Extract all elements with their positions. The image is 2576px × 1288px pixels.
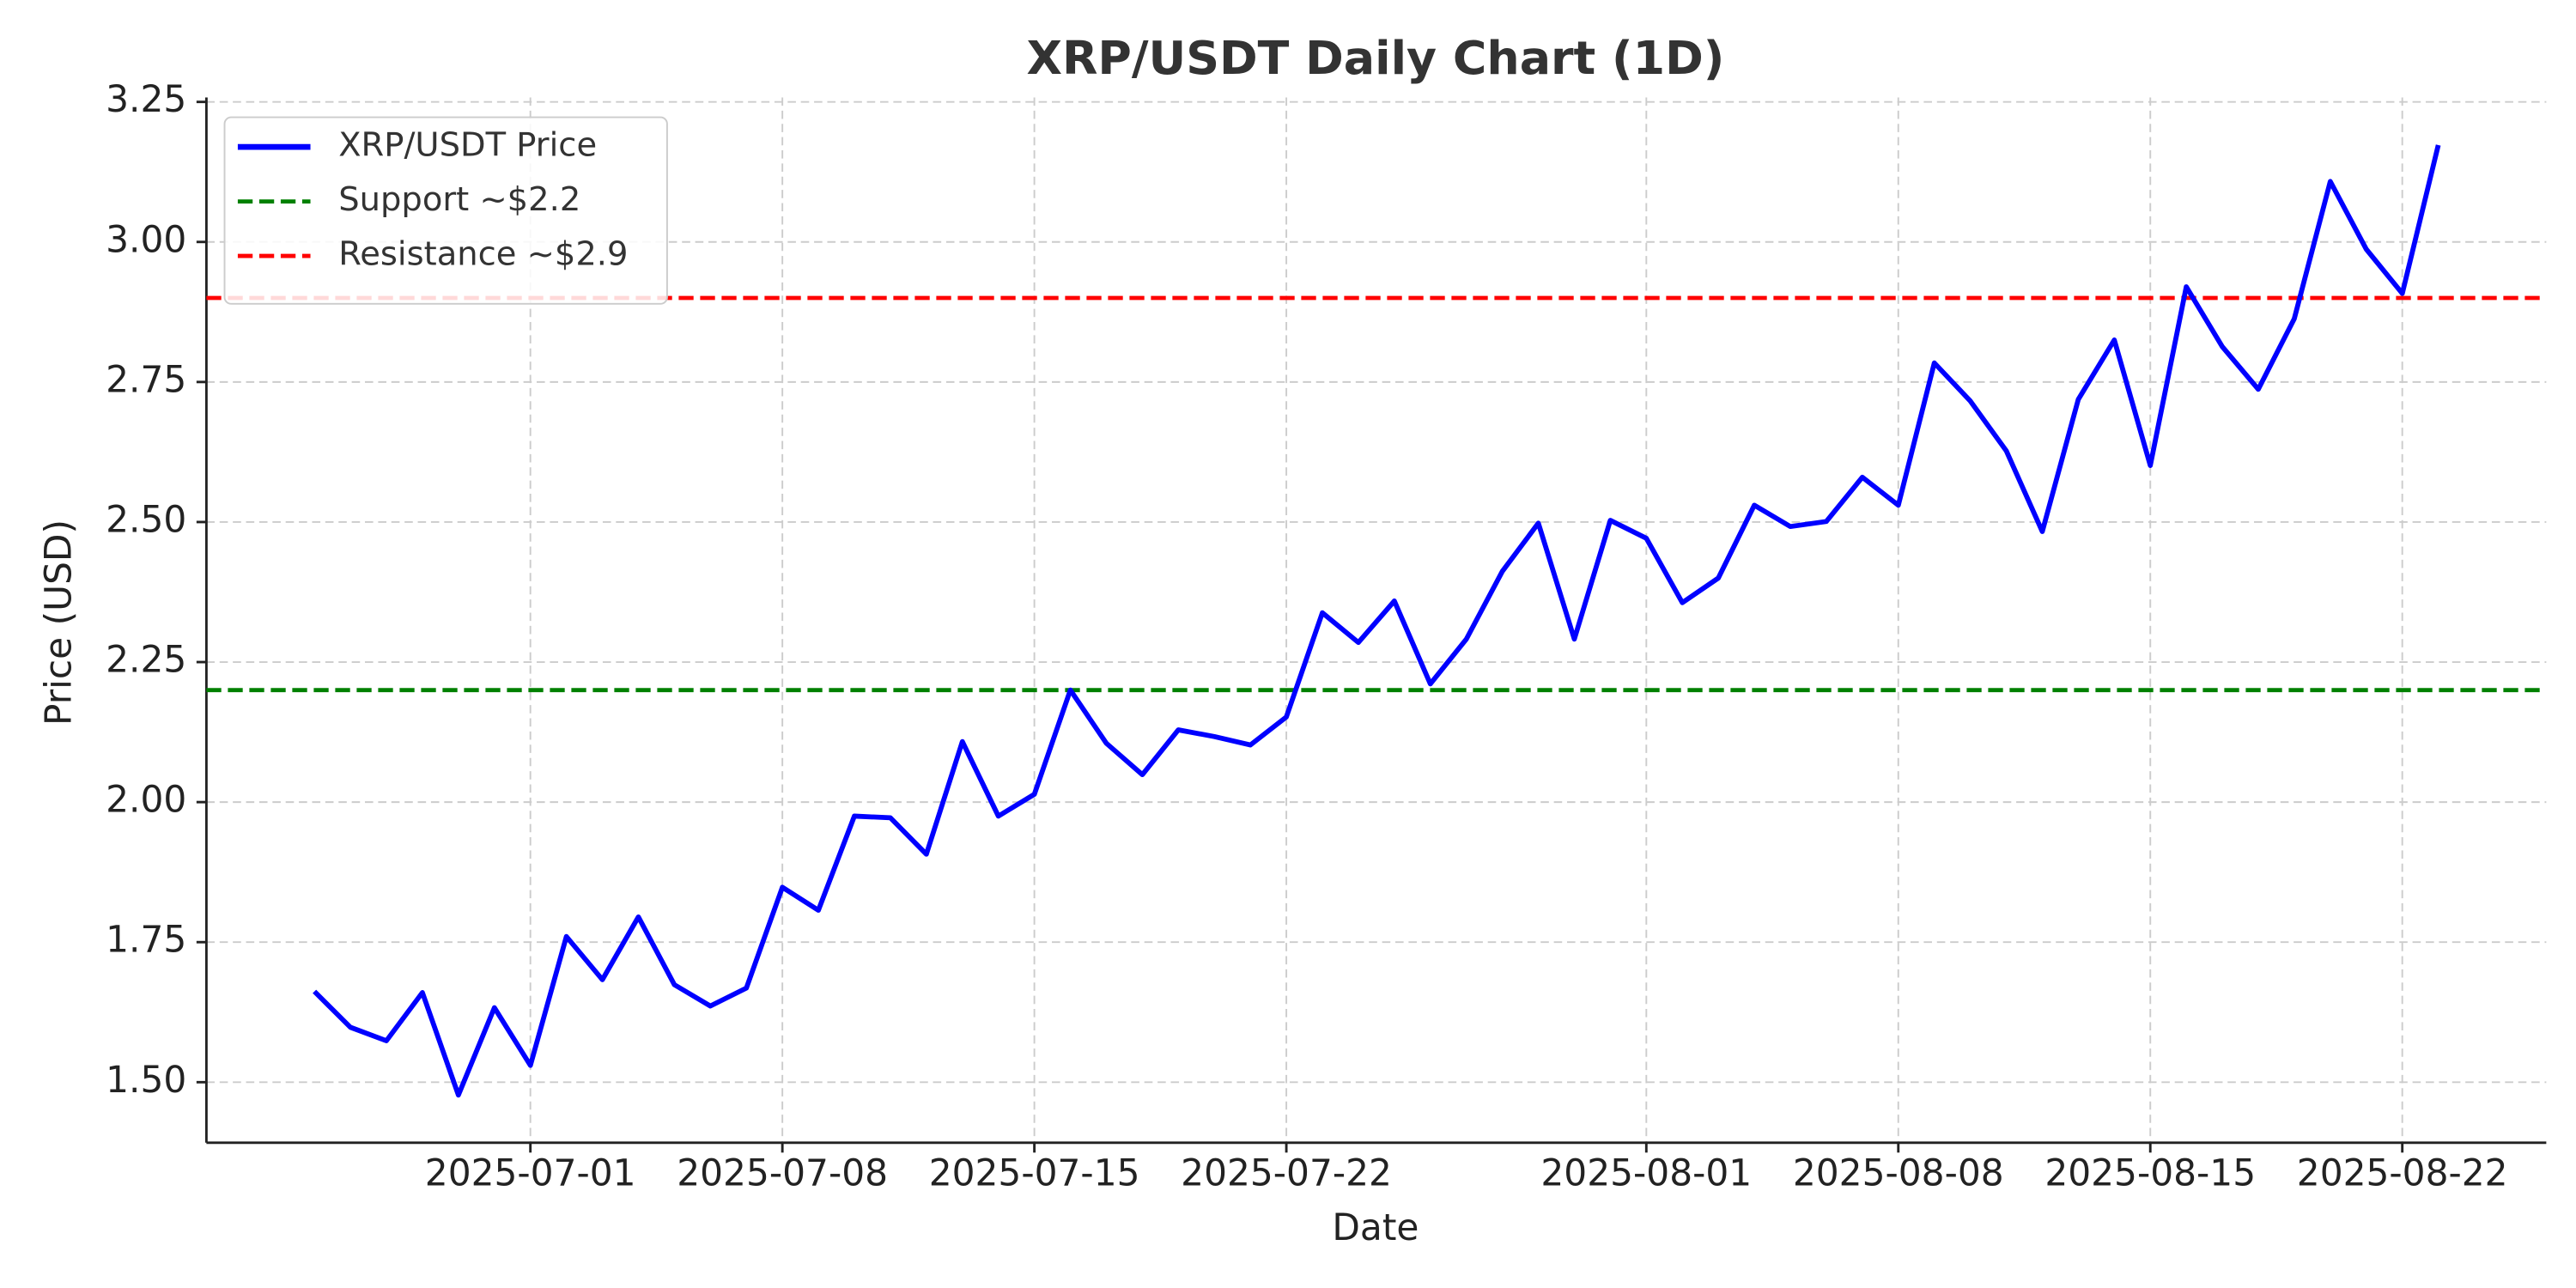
x-tick-label: 2025-08-22 — [2297, 1152, 2508, 1194]
x-tick-label: 2025-08-15 — [2044, 1152, 2256, 1194]
y-tick-label: 1.50 — [106, 1059, 186, 1101]
y-tick-label: 1.75 — [106, 919, 186, 961]
legend: XRP/USDT Price Support ~$2.2 Resistance ~$… — [223, 116, 668, 305]
price-line — [313, 144, 2441, 1098]
y-tick-label: 2.25 — [106, 639, 186, 681]
legend-label: Resistance ~$2.9 — [338, 235, 628, 274]
y-tick-label: 2.50 — [106, 498, 186, 540]
x-tick-label: 2025-07-08 — [677, 1152, 888, 1194]
x-tick-label: 2025-08-08 — [1793, 1152, 2004, 1194]
x-axis-label: Date — [1332, 1206, 1419, 1249]
y-tick-label: 2.75 — [106, 358, 186, 400]
y-tick-label: 2.00 — [106, 779, 186, 821]
y-axis-label: Price (USD) — [38, 519, 80, 726]
y-tick-label: 3.25 — [106, 78, 186, 120]
legend-label: Support ~$2.2 — [338, 180, 580, 219]
y-tick-label: 3.00 — [106, 218, 186, 260]
x-tick-label: 2025-08-01 — [1540, 1152, 1752, 1194]
x-tick-label: 2025-07-22 — [1181, 1152, 1392, 1194]
x-tick-label: 2025-07-15 — [929, 1152, 1140, 1194]
chart-title: XRP/USDT Daily Chart (1D) — [1026, 31, 1724, 85]
legend-label: XRP/USDT Price — [338, 126, 597, 165]
legend-box — [223, 116, 668, 305]
x-tick-label: 2025-07-01 — [425, 1152, 636, 1194]
